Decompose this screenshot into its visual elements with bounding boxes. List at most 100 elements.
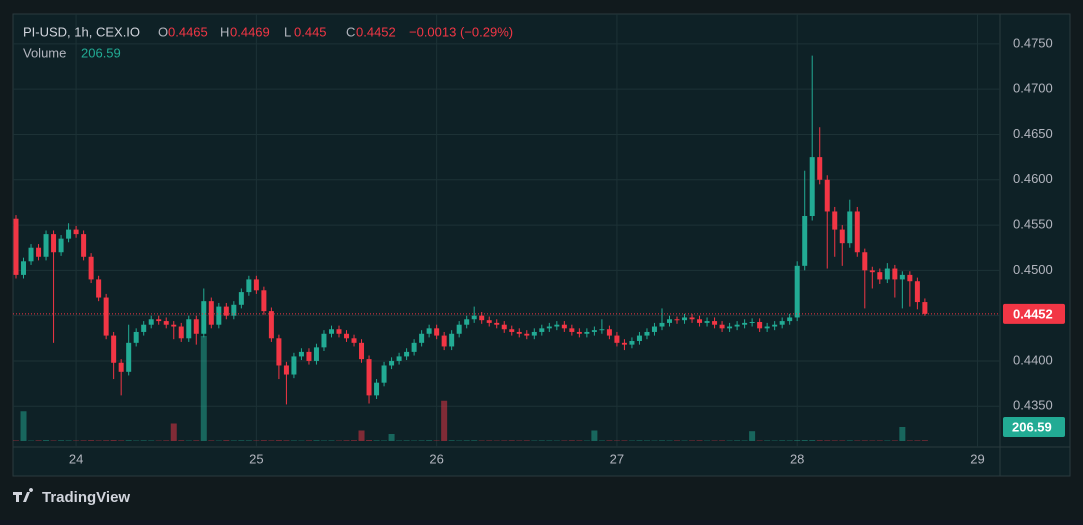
candle-body xyxy=(877,272,882,279)
candle-body xyxy=(336,329,341,334)
candle-body xyxy=(321,334,326,348)
volume-bar xyxy=(366,440,372,441)
candle-body xyxy=(517,332,522,334)
volume-bar xyxy=(742,440,748,441)
candle-body xyxy=(637,336,642,341)
volume-label: Volume xyxy=(23,45,66,60)
volume-bar xyxy=(434,440,440,441)
symbol-title: PI-USD, 1h, CEX.IO xyxy=(23,24,140,39)
high-label: H xyxy=(220,24,229,39)
volume-bar xyxy=(426,440,432,441)
volume-bar xyxy=(809,440,815,441)
volume-bar xyxy=(328,440,334,441)
candle-body xyxy=(269,311,274,338)
candle-body xyxy=(509,329,514,332)
candle-body xyxy=(922,302,927,314)
candle-body xyxy=(562,325,567,329)
candle-body xyxy=(359,343,364,359)
candle-body xyxy=(66,230,71,239)
candle-body xyxy=(614,336,619,343)
candle-body xyxy=(194,319,199,333)
volume-bar xyxy=(524,440,530,441)
candle-body xyxy=(690,317,695,319)
candle-body xyxy=(419,334,424,343)
candle-body xyxy=(757,322,762,328)
volume-bar xyxy=(441,401,447,441)
volume-bar xyxy=(163,440,169,441)
candle-body xyxy=(89,257,94,280)
volume-bar xyxy=(201,336,207,441)
volume-bar xyxy=(43,440,49,441)
volume-bar xyxy=(389,434,395,441)
volume-bar xyxy=(877,440,883,441)
volume-bar xyxy=(306,440,312,441)
volume-bar xyxy=(734,440,740,441)
candle-body xyxy=(329,329,334,334)
candle-body xyxy=(569,328,574,332)
candle-body xyxy=(817,157,822,180)
volume-bar xyxy=(591,431,597,442)
volume-bar xyxy=(21,411,27,441)
volume-bar xyxy=(471,440,477,441)
volume-bar xyxy=(509,440,515,441)
candle-body xyxy=(780,321,785,325)
candle-body xyxy=(720,325,725,329)
candle-body xyxy=(554,325,559,327)
candle-body xyxy=(705,321,710,323)
candle-body xyxy=(29,248,34,262)
candle-body xyxy=(675,319,680,320)
volume-bar xyxy=(839,440,845,441)
volume-bar xyxy=(313,440,319,441)
volume-bar xyxy=(419,440,425,441)
candle-body xyxy=(644,332,649,336)
volume-bar xyxy=(81,440,87,441)
volume-bar xyxy=(231,440,237,441)
volume-bar xyxy=(88,440,94,441)
volume-bar xyxy=(118,440,124,441)
x-tick-label: 25 xyxy=(249,451,263,466)
candle-body xyxy=(832,211,837,229)
volume-bar xyxy=(449,440,455,441)
volume-bar xyxy=(58,440,64,441)
x-tick-label: 28 xyxy=(790,451,804,466)
candle-body xyxy=(449,334,454,347)
y-tick-label: 0.4500 xyxy=(1013,262,1053,277)
candle-body xyxy=(412,343,417,352)
volume-bar xyxy=(276,440,282,441)
candle-body xyxy=(915,281,920,302)
candle-body xyxy=(464,319,469,324)
close-value: 0.4452 xyxy=(356,24,396,39)
candle-body xyxy=(862,252,867,270)
volume-bar xyxy=(246,440,252,441)
candle-body xyxy=(742,323,747,325)
volume-bar xyxy=(779,440,785,441)
candle-body xyxy=(750,322,755,323)
volume-bar xyxy=(96,440,102,441)
candle-body xyxy=(457,325,462,334)
candle-body xyxy=(810,157,815,216)
volume-bar xyxy=(486,440,492,441)
volume-bar xyxy=(111,440,117,441)
volume-bar xyxy=(689,440,695,441)
candle-body xyxy=(599,329,604,330)
volume-bar xyxy=(501,440,507,441)
volume-bar xyxy=(351,440,357,441)
volume-bar xyxy=(171,424,177,442)
volume-bar xyxy=(546,440,552,441)
candle-body xyxy=(622,343,627,345)
x-tick-label: 26 xyxy=(429,451,443,466)
y-tick-label: 0.4550 xyxy=(1013,217,1053,232)
candle-body xyxy=(111,336,116,363)
volume-bar xyxy=(892,440,898,441)
x-tick-label: 27 xyxy=(610,451,624,466)
volume-bar xyxy=(404,440,410,441)
candle-body xyxy=(870,270,875,272)
low-label: L xyxy=(284,24,291,39)
candle-body xyxy=(472,316,477,320)
candle-body xyxy=(592,330,597,332)
volume-bar xyxy=(697,440,703,441)
candle-body xyxy=(314,347,319,361)
volume-bar xyxy=(344,440,350,441)
volume-bar xyxy=(268,440,274,441)
candle-body xyxy=(855,211,860,252)
